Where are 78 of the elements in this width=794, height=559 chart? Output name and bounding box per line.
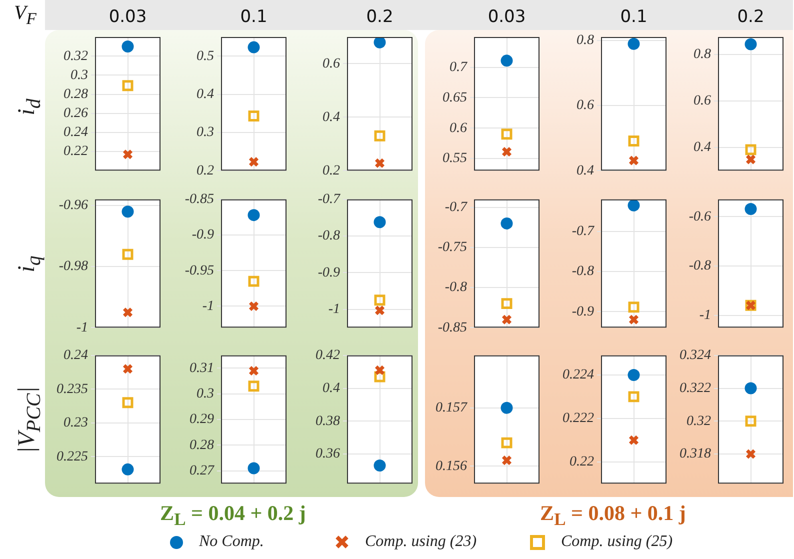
y-tick-label: 0.4 xyxy=(694,140,711,156)
y-tick-label: 0.4 xyxy=(196,86,214,102)
y-tick-label: 0.29 xyxy=(190,412,214,428)
y-tick-label: 0.318 xyxy=(680,446,711,462)
y-tick-label: 0.28 xyxy=(64,86,88,102)
y-tick-label: 0.324 xyxy=(680,348,711,364)
y-tick-label: 0.5 xyxy=(196,48,214,64)
x-tick-label: 0.03 xyxy=(108,7,147,28)
y-tick-label: 0.235 xyxy=(56,382,88,397)
y-tick-label: 0.24 xyxy=(64,125,88,140)
legend-label: Comp. using (23) xyxy=(365,533,477,551)
x-tick-label: 0.03 xyxy=(488,7,526,28)
y-tick-label: 0.8 xyxy=(694,47,711,62)
y-tick-label: 0.7 xyxy=(450,60,468,76)
y-tick-label: 0.6 xyxy=(576,98,594,114)
y-tick-label: 0.2 xyxy=(322,163,340,178)
y-tick-label: 0.6 xyxy=(450,120,467,136)
y-tick-label: 0.65 xyxy=(442,90,467,106)
y-tick-label: -1 xyxy=(76,320,88,336)
y-tick-label: 0.55 xyxy=(442,151,467,166)
y-tick-label: -0.9 xyxy=(572,304,594,320)
y-tick-label: 0.32 xyxy=(64,48,88,64)
x-tick-label: 0.2 xyxy=(737,7,764,28)
y-tick-label: -0.8 xyxy=(572,264,594,280)
y-tick-label: -0.7 xyxy=(572,224,595,240)
x-axis-title: Z$_{L}$ = 0.08 + 0.1 j xyxy=(539,501,687,530)
legend-label: No Comp. xyxy=(199,533,264,551)
y-tick-label: 0.24 xyxy=(64,348,88,364)
y-tick-label: 0.22 xyxy=(64,144,88,160)
y-tick-label: -0.85 xyxy=(184,192,214,208)
y-tick-label: 0.8 xyxy=(576,32,594,48)
y-tick-label: 0.6 xyxy=(322,56,340,72)
y-tick-label: -0.75 xyxy=(438,240,467,256)
y-tick-label: -0.6 xyxy=(688,209,711,224)
y-tick-label: 0.157 xyxy=(436,400,468,416)
y-tick-label: 0.3 xyxy=(70,68,88,83)
y-tick-label: 0.28 xyxy=(190,438,214,453)
text: V$_{F}$ xyxy=(14,2,36,29)
y-tick-label: 0.6 xyxy=(694,94,711,109)
y-tick-label: -0.8 xyxy=(318,228,340,244)
y-tick-label: 0.156 xyxy=(436,458,467,474)
y-tick-label: -0.7 xyxy=(444,200,468,216)
y-tick-label: -1 xyxy=(328,302,340,317)
y-tick-label: 0.4 xyxy=(322,110,340,125)
y-tick-label: 0.26 xyxy=(64,106,88,122)
y-tick-label: 0.322 xyxy=(680,380,711,396)
x-tick-label: 0.1 xyxy=(240,7,268,28)
y-tick-label: 0.224 xyxy=(562,368,594,383)
y-tick-label: 0.4 xyxy=(576,163,594,178)
y-tick-label: 0.27 xyxy=(190,463,215,478)
y-tick-label: 0.222 xyxy=(562,411,594,426)
y-tick-label: -1 xyxy=(202,298,214,314)
y-tick-label: 0.3 xyxy=(196,386,214,402)
y-tick-label: -0.98 xyxy=(58,259,88,274)
legend-label: Comp. using (25) xyxy=(561,533,673,551)
y-tick-label: 0.225 xyxy=(56,449,88,464)
y-tick-label: -1 xyxy=(699,308,711,323)
x-tick-label: 0.1 xyxy=(620,7,648,28)
y-tick-label: 0.42 xyxy=(316,348,340,364)
y-tick-label: 0.4 xyxy=(322,380,340,396)
y-tick-label: 0.3 xyxy=(196,125,214,140)
y-tick-label: -0.96 xyxy=(58,198,88,214)
y-tick-label: 0.2 xyxy=(196,163,214,178)
y-tick-label: 0.22 xyxy=(570,454,594,470)
y-tick-label: 0.32 xyxy=(686,414,711,429)
y-tick-label: 0.31 xyxy=(190,360,214,376)
y-tick-label: 0.36 xyxy=(316,446,340,462)
y-tick-label: -0.9 xyxy=(192,228,214,243)
y-tick-label: -0.7 xyxy=(318,192,341,208)
y-tick-label: -0.8 xyxy=(444,280,467,296)
x-axis-title: Z$_{L}$ = 0.04 + 0.2 j xyxy=(159,501,307,530)
y-tick-label: -0.95 xyxy=(184,263,214,278)
y-tick-label: 0.23 xyxy=(64,416,88,431)
y-tick-label: -0.8 xyxy=(688,258,711,274)
x-tick-label: 0.2 xyxy=(366,7,394,28)
y-tick-label: 0.38 xyxy=(316,414,340,429)
y-tick-label: -0.85 xyxy=(438,320,467,336)
y-tick-label: -0.9 xyxy=(318,265,340,280)
